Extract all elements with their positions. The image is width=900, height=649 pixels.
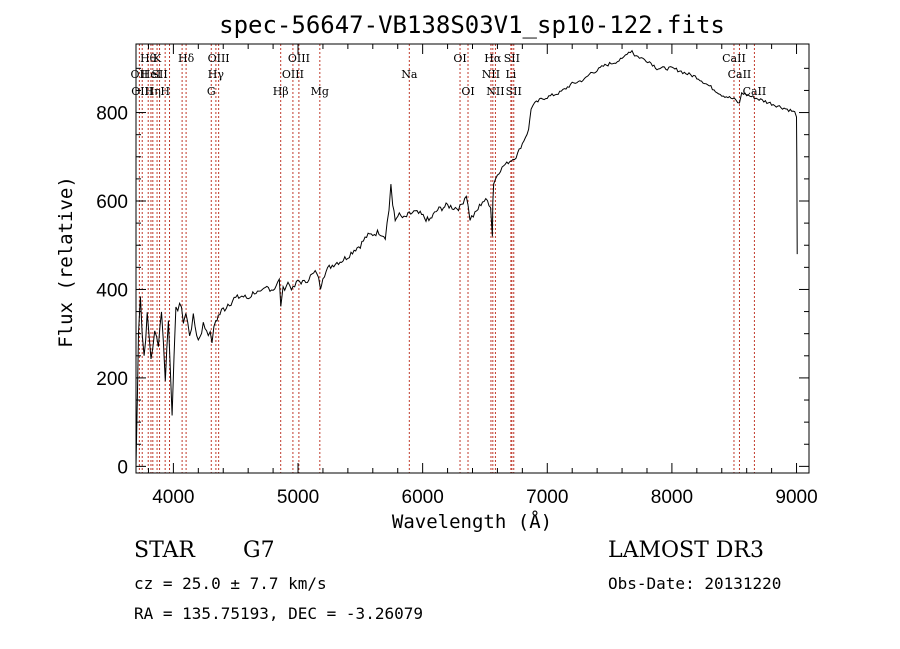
line-marker-label: CaII xyxy=(743,85,767,98)
line-marker-label: Hη xyxy=(145,85,161,98)
line-marker-label: SII xyxy=(151,68,167,81)
y-tick-label: 200 xyxy=(96,369,128,390)
line-marker-label: G xyxy=(207,85,216,98)
line-marker-label: Hα xyxy=(484,52,502,65)
line-marker-label: Hγ xyxy=(208,68,225,81)
line-marker-label: H xyxy=(160,85,170,98)
spectral-subclass: G7 xyxy=(243,538,275,563)
line-marker-label: CaII xyxy=(728,68,752,81)
line-marker-label: OIII xyxy=(208,52,230,65)
line-marker-label: OII xyxy=(131,68,149,81)
line-marker-label: Na xyxy=(401,68,418,81)
chart-title: spec-56647-VB138S03V1_sp10-122.fits xyxy=(219,11,725,39)
x-tick-label: 9000 xyxy=(775,487,817,508)
line-marker-label: Li xyxy=(505,68,516,81)
axis-ticks xyxy=(136,44,809,473)
line-marker-label: CaII xyxy=(722,52,746,65)
x-tick-label: 7000 xyxy=(526,487,568,508)
line-marker-label: HeI xyxy=(141,68,161,81)
y-tick-label: 800 xyxy=(96,104,128,125)
y-axis-label: Flux (relative) xyxy=(55,176,77,348)
line-marker-label: K xyxy=(153,52,162,65)
y-tick-label: 600 xyxy=(96,192,128,213)
x-tick-label: 6000 xyxy=(402,487,444,508)
y-tick-label: 0 xyxy=(117,457,128,478)
axis-tick-labels: 4000 5000 6000 7000 8000 9000 0 200 400 600 800 xyxy=(96,104,817,508)
plot-frame xyxy=(135,43,810,474)
y-tick-label: 400 xyxy=(96,280,128,301)
survey-name: LAMOST DR3 xyxy=(608,538,764,563)
spectrum-line xyxy=(135,49,798,467)
line-marker-label: Hθ xyxy=(140,52,157,65)
line-marker-label: NII xyxy=(486,85,504,98)
line-marker-label: Mg xyxy=(311,85,329,98)
line-marker-label: OI xyxy=(453,52,466,65)
x-axis-label: Wavelength (Å) xyxy=(392,510,552,533)
line-marker-label: NII xyxy=(482,68,500,81)
line-marker-label: SII xyxy=(506,85,522,98)
x-tick-label: 8000 xyxy=(651,487,693,508)
object-class: STAR xyxy=(134,538,195,563)
line-marker-label: SII xyxy=(504,52,520,65)
redshift-velocity: cz = 25.0 ± 7.7 km/s xyxy=(134,574,327,593)
emission-line-labels: OII OIII Hθ HeI Hη K SII H Hδ G Hγ OIII Hβ OIII OIII Mg… xyxy=(131,52,767,98)
x-tick-label: 5000 xyxy=(277,487,319,508)
line-marker-label: OIII xyxy=(282,68,304,81)
x-tick-label: 4000 xyxy=(152,487,194,508)
line-marker-label: OI xyxy=(461,85,474,98)
line-marker-label: Hδ xyxy=(178,52,195,65)
spectrum-series xyxy=(135,49,798,467)
line-marker-label: OIII xyxy=(131,85,153,98)
observation-date: Obs-Date: 20131220 xyxy=(608,574,782,593)
line-marker-label: OIII xyxy=(288,52,310,65)
emission-line-markers xyxy=(138,44,755,473)
coordinates: RA = 135.75193, DEC = -3.26079 xyxy=(134,604,423,623)
line-marker-label: Hβ xyxy=(273,85,289,98)
